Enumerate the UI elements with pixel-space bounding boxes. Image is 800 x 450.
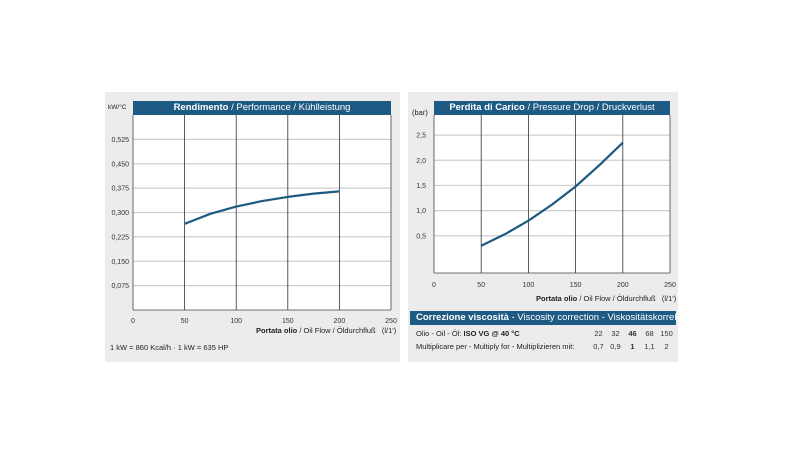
y-tick-label: 1,0 <box>416 208 426 215</box>
y-tick-label: 0,225 <box>111 234 129 241</box>
viscosity-row-multiply-values: 0,7 0,9 1 1,1 2 <box>590 342 675 351</box>
viscosity-row-oil-label: Olio - Oil - Öl: ISO VG @ 40 °C <box>416 329 520 338</box>
x-tick-label: 100 <box>523 282 535 289</box>
x-tick-label: 50 <box>181 318 189 325</box>
y-tick-label: 0,075 <box>111 283 129 290</box>
viscosity-row-multiply-label: Multiplicare per - Multiply for - Multip… <box>416 342 575 351</box>
oil-value: 22 <box>594 329 603 338</box>
x-tick-label: 50 <box>477 282 485 289</box>
performance-ylabel: kW/°C <box>108 104 127 111</box>
pressure-title: Perdita di Carico / Pressure Drop / Druc… <box>434 101 670 115</box>
x-tick-label: 100 <box>230 318 242 325</box>
multiplier-value: 1 <box>630 342 635 351</box>
x-tick-label: 200 <box>617 282 629 289</box>
oil-value: 32 <box>611 329 620 338</box>
x-tick-label: 200 <box>334 318 346 325</box>
viscosity-row-oil-values: 22 32 46 68 150 <box>590 329 675 338</box>
performance-footnote: 1 kW = 860 Kcal/h · 1 kW = 635 HP <box>110 343 229 352</box>
y-tick-label: 2,5 <box>416 133 426 140</box>
y-tick-label: 0,300 <box>111 210 129 217</box>
x-tick-label: 150 <box>282 318 294 325</box>
x-tick-label: 0 <box>432 282 436 289</box>
multiplier-value: 0,7 <box>593 342 604 351</box>
multiplier-value: 2 <box>664 342 669 351</box>
oil-value: 150 <box>660 329 673 338</box>
x-tick-label: 250 <box>385 318 397 325</box>
oil-value: 68 <box>645 329 654 338</box>
y-tick-label: 1,5 <box>416 183 426 190</box>
y-tick-label: 0,450 <box>111 161 129 168</box>
y-tick-label: 0,5 <box>416 233 426 240</box>
x-tick-label: 0 <box>131 318 135 325</box>
multiplier-value: 1,1 <box>644 342 655 351</box>
performance-xlabel: Portata olio / Oil Flow / Öldurchfluß (l… <box>256 326 397 335</box>
y-tick-label: 0,150 <box>111 259 129 266</box>
pressure-xlabel: Portata olio / Oil Flow / Öldurchfluß (l… <box>536 294 677 303</box>
viscosity-title: Correzione viscosità - Viscosity correct… <box>410 311 690 325</box>
multiplier-value: 0,9 <box>610 342 621 351</box>
y-tick-label: 0,525 <box>111 137 129 144</box>
x-tick-label: 150 <box>570 282 582 289</box>
x-tick-label: 250 <box>664 282 676 289</box>
y-tick-label: 0,375 <box>111 186 129 193</box>
performance-title: Rendimento / Performance / Kühlleistung <box>133 101 391 115</box>
plot-area <box>434 115 670 273</box>
series-line <box>480 141 624 247</box>
pressure-ylabel: (bar) <box>412 108 428 117</box>
oil-value: 46 <box>628 329 637 338</box>
y-tick-label: 2,0 <box>416 158 426 165</box>
